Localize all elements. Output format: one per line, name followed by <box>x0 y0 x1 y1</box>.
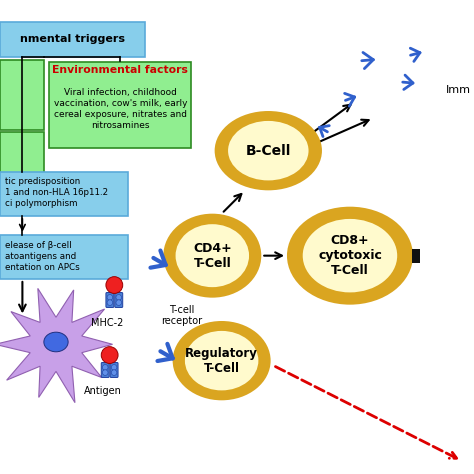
Circle shape <box>111 365 117 370</box>
Ellipse shape <box>173 321 271 401</box>
Circle shape <box>107 300 113 305</box>
Circle shape <box>107 294 113 300</box>
Ellipse shape <box>44 332 68 352</box>
Bar <box>0 22 145 57</box>
Text: Viral infection, childhood
vaccination, cow's milk, early
cereal exposure, nitra: Viral infection, childhood vaccination, … <box>54 88 187 130</box>
Text: Antigen: Antigen <box>84 386 122 396</box>
Circle shape <box>102 370 108 375</box>
Ellipse shape <box>185 331 258 391</box>
FancyBboxPatch shape <box>115 292 123 308</box>
FancyBboxPatch shape <box>101 363 109 377</box>
Text: CD8+
cytotoxic
T-Cell: CD8+ cytotoxic T-Cell <box>318 234 382 277</box>
Circle shape <box>101 346 118 364</box>
Bar <box>411 249 420 263</box>
Ellipse shape <box>215 111 322 191</box>
Polygon shape <box>0 288 112 402</box>
Text: elease of β-cell
atoantigens and
entation on APCs: elease of β-cell atoantigens and entatio… <box>5 241 80 272</box>
Ellipse shape <box>287 207 413 305</box>
FancyBboxPatch shape <box>110 363 118 377</box>
Circle shape <box>102 365 108 370</box>
Ellipse shape <box>303 219 397 292</box>
Text: T-cell
receptor: T-cell receptor <box>162 305 202 326</box>
Text: B-Cell: B-Cell <box>246 144 291 158</box>
Ellipse shape <box>164 214 261 298</box>
Text: Imm: Imm <box>446 85 471 95</box>
Text: nmental triggers: nmental triggers <box>20 34 125 44</box>
Bar <box>0 235 128 279</box>
Ellipse shape <box>175 224 249 287</box>
Circle shape <box>116 300 121 305</box>
Bar <box>49 62 191 148</box>
Circle shape <box>111 370 117 375</box>
Text: Regulatory
T-Cell: Regulatory T-Cell <box>185 346 258 374</box>
Circle shape <box>116 294 121 300</box>
Text: MHC-2: MHC-2 <box>91 319 124 328</box>
Bar <box>0 132 45 191</box>
Bar <box>0 60 45 130</box>
Text: tic predisposition
1 and non-HLA 16p11.2
ci polymorphism: tic predisposition 1 and non-HLA 16p11.2… <box>5 177 108 208</box>
FancyBboxPatch shape <box>106 292 114 308</box>
Ellipse shape <box>228 121 309 181</box>
Circle shape <box>106 277 123 293</box>
Text: Environmental factors: Environmental factors <box>53 65 188 75</box>
Text: CD4+
T-Cell: CD4+ T-Cell <box>193 242 232 270</box>
Bar <box>0 172 128 216</box>
